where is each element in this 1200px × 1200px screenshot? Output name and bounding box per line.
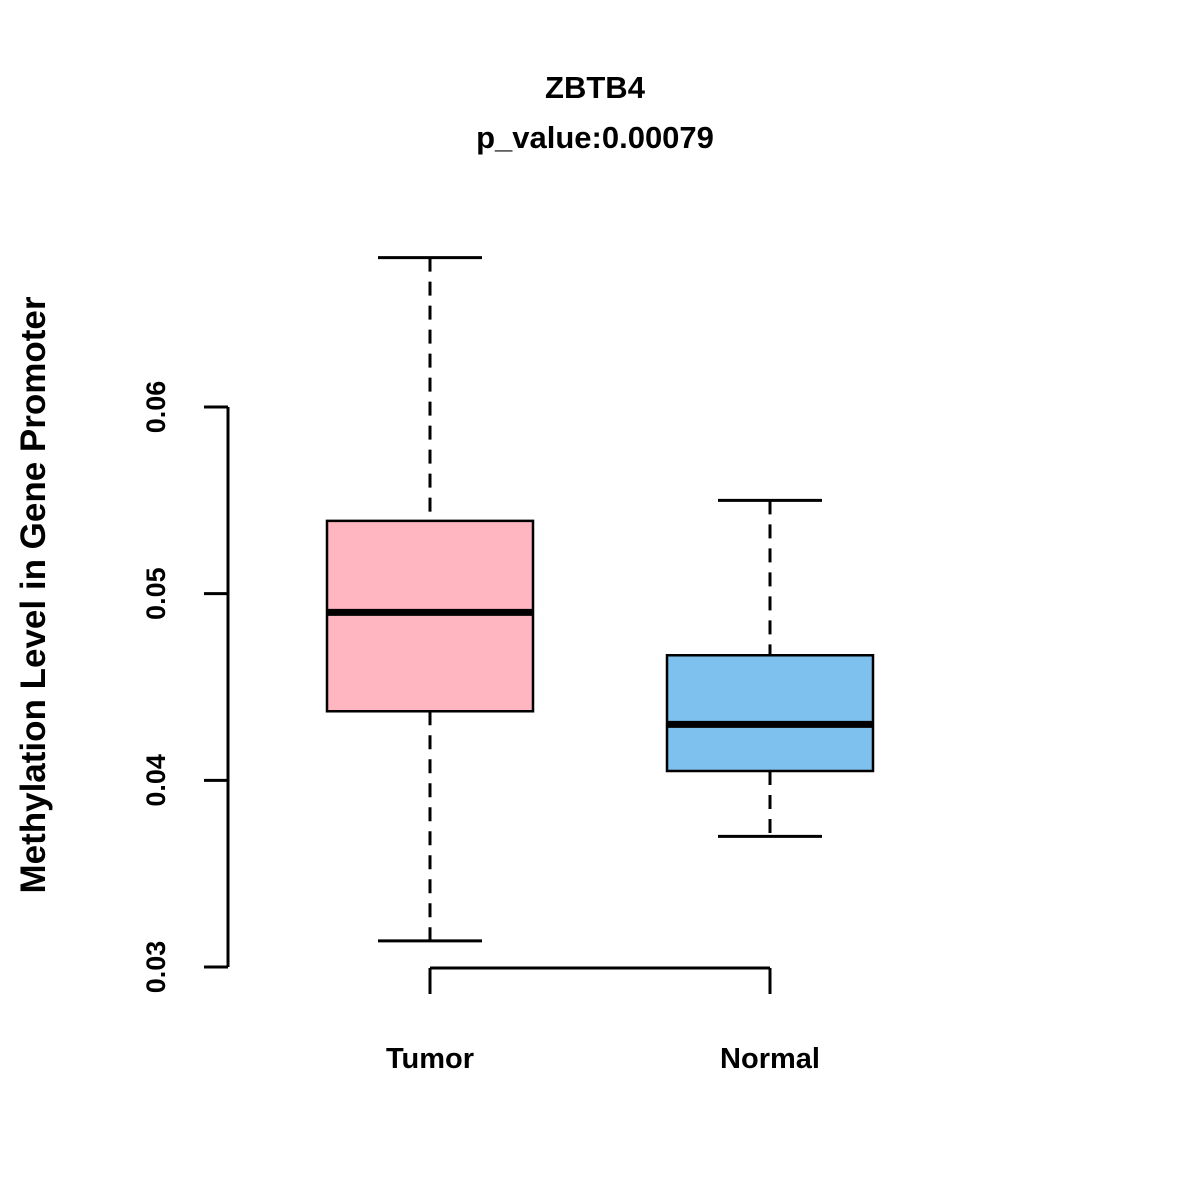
chart-subtitle: p_value:0.00079: [476, 120, 714, 155]
iqr-box-normal: [665, 654, 875, 773]
y-tick-label: 0.03: [141, 941, 171, 994]
y-tick-label: 0.04: [141, 754, 171, 807]
x-category-label-normal: Normal: [720, 1043, 820, 1075]
chart-title: ZBTB4: [545, 70, 645, 105]
iqr-box-tumor: [325, 519, 535, 713]
x-category-label-tumor: Tumor: [386, 1043, 474, 1075]
y-tick-label: 0.05: [141, 567, 171, 620]
y-tick-label: 0.06: [141, 381, 171, 434]
